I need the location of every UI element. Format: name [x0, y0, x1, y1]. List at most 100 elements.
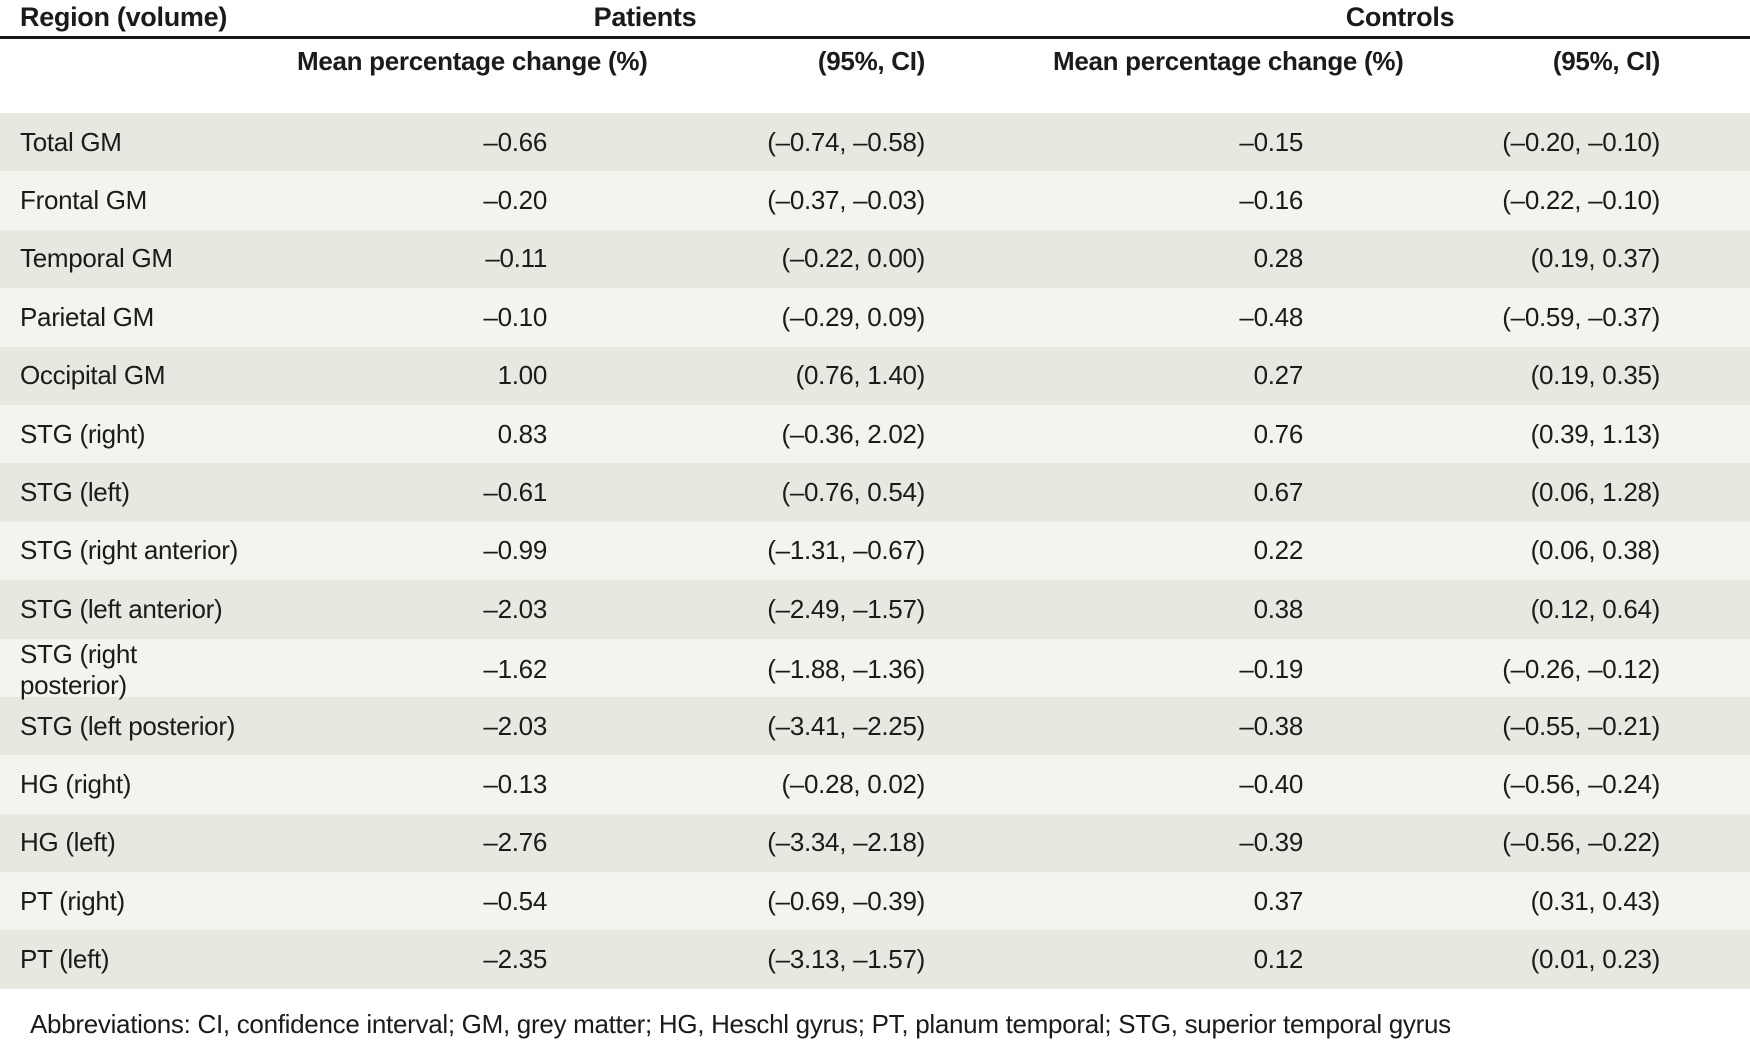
controls-ci-cell: (–0.55, –0.21) — [1502, 710, 1660, 741]
subheader-right-spacer — [1660, 45, 1750, 113]
table-header-groups: Region (volume) Patients Controls — [0, 0, 1750, 36]
controls-mean-cell: –0.38 — [1239, 710, 1303, 741]
region-cell: HG (left) — [20, 827, 116, 858]
region-cell: Frontal GM — [20, 185, 148, 216]
patients-ci-cell: (0.76, 1.40) — [795, 360, 926, 391]
patients-mean-cell: –0.54 — [483, 885, 547, 916]
patients-mean-header: Mean percentage change (%) — [250, 45, 648, 113]
table-subheader-row: Mean percentage change (%) (95%, CI) Mea… — [0, 39, 1750, 113]
patients-mean-cell: –2.76 — [483, 827, 547, 858]
controls-mean-cell: 0.67 — [1253, 477, 1304, 508]
region-cell: HG (right) — [20, 768, 132, 799]
patients-mean-cell: –0.99 — [483, 535, 547, 566]
controls-mean-cell: –0.15 — [1239, 126, 1303, 157]
controls-mean-header: Mean percentage change (%) — [925, 45, 1404, 113]
patients-ci-cell: (–0.37, –0.03) — [767, 185, 925, 216]
patients-group-header: Patients — [593, 2, 697, 32]
region-cell: STG (left) — [20, 477, 130, 508]
controls-ci-cell: (0.06, 1.28) — [1530, 477, 1661, 508]
table-row: Occipital GM 1.00 (0.76, 1.40) 0.27 (0.19, 0… — [0, 346, 1750, 405]
table-body: Total GM –0.66 (–0.74, –0.58) –0.15 (–0.20, … — [0, 113, 1750, 989]
table-row: HG (right) –0.13 (–0.28, 0.02) –0.40 (–0.56,… — [0, 755, 1750, 814]
region-cell: STG (right anterior) — [20, 535, 238, 566]
controls-mean-cell: 0.12 — [1253, 944, 1304, 975]
table-row: Parietal GM –0.10 (–0.29, 0.09) –0.48 (–0.59… — [0, 288, 1750, 347]
patients-ci-cell: (–3.41, –2.25) — [767, 710, 925, 741]
controls-mean-cell: 0.28 — [1253, 243, 1304, 274]
patients-ci-cell: (–0.74, –0.58) — [767, 126, 925, 157]
header-rule — [0, 36, 1750, 39]
table-row: STG (right anterior) –0.99 (–1.31, –0.67) 0… — [0, 521, 1750, 581]
controls-mean-header-text: Mean percentage change (%) — [1053, 46, 1404, 76]
controls-ci-header: (95%, CI) — [1552, 46, 1660, 76]
patients-ci-cell: (–3.13, –1.57) — [767, 944, 925, 975]
region-cell: Occipital GM — [20, 360, 166, 391]
controls-ci-cell: (–0.22, –0.10) — [1502, 185, 1660, 216]
controls-ci-cell: (–0.56, –0.24) — [1502, 768, 1660, 799]
patients-ci-cell: (–1.88, –1.36) — [767, 654, 925, 685]
patients-ci-cell: (–0.29, 0.09) — [781, 301, 925, 332]
region-cell: PT (right) — [20, 885, 125, 916]
patients-mean-cell: –2.35 — [483, 944, 547, 975]
patients-ci-cell: (–0.69, –0.39) — [767, 885, 925, 916]
controls-ci-cell: (–0.20, –0.10) — [1502, 126, 1660, 157]
patients-mean-cell: –0.66 — [483, 126, 547, 157]
patients-ci-header: (95%, CI) — [817, 46, 925, 76]
patients-ci-cell: (–3.34, –2.18) — [767, 827, 925, 858]
region-cell: STG (right posterior) — [20, 638, 137, 700]
patients-mean-header-text: Mean percentage change (%) — [297, 46, 648, 76]
table-row: STG (left posterior) –2.03 (–3.41, –2.25) –… — [0, 696, 1750, 756]
region-cell: STG (right) — [20, 418, 146, 449]
controls-ci-cell: (0.31, 0.43) — [1530, 885, 1661, 916]
patients-mean-cell: –2.03 — [483, 593, 547, 624]
patients-ci-cell: (–2.49, –1.57) — [767, 593, 925, 624]
controls-mean-cell: –0.39 — [1239, 827, 1303, 858]
table-row: Total GM –0.66 (–0.74, –0.58) –0.15 (–0.20, … — [0, 113, 1750, 172]
patients-mean-cell: –1.62 — [483, 654, 547, 685]
table-row: Temporal GM –0.11 (–0.22, 0.00) 0.28 (0.19, … — [0, 229, 1750, 289]
region-column-header: Region (volume) — [20, 2, 228, 32]
region-cell: Total GM — [20, 126, 122, 157]
controls-mean-cell: 0.76 — [1253, 418, 1304, 449]
patients-mean-cell: –0.20 — [483, 185, 547, 216]
region-cell: STG (left anterior) — [20, 593, 223, 624]
controls-mean-cell: –0.16 — [1239, 185, 1303, 216]
controls-mean-cell: 0.38 — [1253, 593, 1304, 624]
controls-ci-cell: (0.19, 0.35) — [1530, 360, 1661, 391]
table-row: STG (left) –0.61 (–0.76, 0.54) 0.67 (0.06, 1… — [0, 463, 1750, 522]
table-row: Frontal GM –0.20 (–0.37, –0.03) –0.16 (–0.22… — [0, 171, 1750, 230]
table-row: STG (left anterior) –2.03 (–2.49, –1.57) 0.… — [0, 580, 1750, 639]
controls-mean-cell: –0.48 — [1239, 301, 1303, 332]
patients-ci-cell: (–0.36, 2.02) — [781, 418, 925, 449]
controls-ci-cell: (–0.26, –0.12) — [1502, 654, 1660, 685]
controls-ci-cell: (0.06, 0.38) — [1530, 535, 1661, 566]
abbreviations-footnote: Abbreviations: CI, confidence interval; … — [0, 988, 1750, 1050]
controls-mean-cell: –0.19 — [1239, 654, 1303, 685]
patients-ci-cell: (–0.22, 0.00) — [781, 243, 925, 274]
patients-mean-cell: –0.61 — [483, 477, 547, 508]
patients-mean-cell: –2.03 — [483, 710, 547, 741]
controls-ci-cell: (0.12, 0.64) — [1530, 593, 1661, 624]
table-row: PT (left) –2.35 (–3.13, –1.57) 0.12 (0.01, 0… — [0, 930, 1750, 989]
region-cell: Parietal GM — [20, 301, 154, 332]
region-subheader-spacer — [0, 45, 250, 113]
table-row: STG (right posterior) –1.62 (–1.88, –1.36)… — [0, 638, 1750, 700]
table-row: STG (right) 0.83 (–0.36, 2.02) 0.76 (0.39, 1… — [0, 404, 1750, 464]
patients-ci-cell: (–0.76, 0.54) — [781, 477, 925, 508]
controls-ci-cell: (0.01, 0.23) — [1530, 944, 1661, 975]
patients-mean-cell: 1.00 — [497, 360, 548, 391]
controls-ci-cell: (0.19, 0.37) — [1530, 243, 1661, 274]
controls-mean-cell: 0.22 — [1253, 535, 1304, 566]
patients-mean-cell: –0.10 — [483, 301, 547, 332]
table-row: HG (left) –2.76 (–3.34, –2.18) –0.39 (–0.56,… — [0, 813, 1750, 873]
region-cell: STG (left posterior) — [20, 710, 236, 741]
controls-ci-cell: (0.39, 1.13) — [1530, 418, 1661, 449]
controls-ci-cell: (–0.56, –0.22) — [1502, 827, 1660, 858]
patients-mean-cell: 0.83 — [497, 418, 548, 449]
region-cell: Temporal GM — [20, 243, 173, 274]
patients-ci-cell: (–1.31, –0.67) — [767, 535, 925, 566]
controls-mean-cell: 0.37 — [1253, 885, 1304, 916]
table-row: PT (right) –0.54 (–0.69, –0.39) 0.37 (0.31, … — [0, 872, 1750, 931]
controls-ci-cell: (–0.59, –0.37) — [1502, 301, 1660, 332]
